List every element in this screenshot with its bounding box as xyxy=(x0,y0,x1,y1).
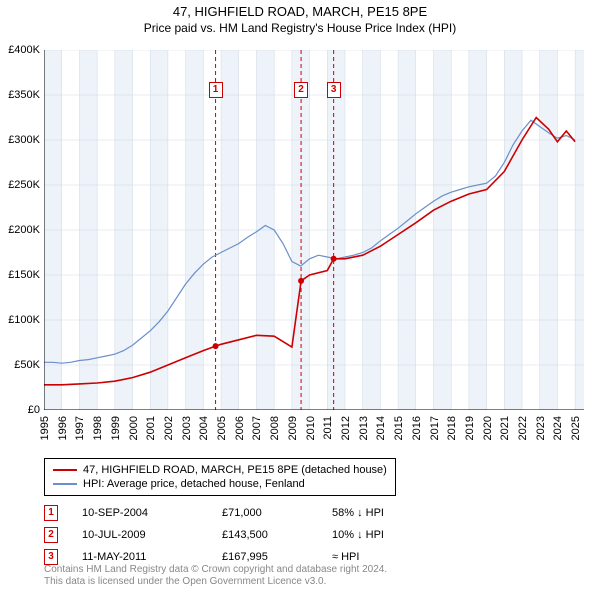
footer: Contains HM Land Registry data © Crown c… xyxy=(44,564,387,588)
x-tick-label: 2002 xyxy=(163,416,175,440)
x-tick-label: 2017 xyxy=(429,416,441,440)
y-tick-label: £50K xyxy=(0,359,40,371)
x-tick-label: 2012 xyxy=(340,416,352,440)
chart-subtitle: Price paid vs. HM Land Registry's House … xyxy=(0,19,600,35)
event-row-marker: 2 xyxy=(44,527,58,543)
x-tick-label: 2025 xyxy=(570,416,582,440)
y-tick-label: £350K xyxy=(0,89,40,101)
y-tick-label: £300K xyxy=(0,134,40,146)
x-tick-label: 1995 xyxy=(39,416,51,440)
legend-label: 47, HIGHFIELD ROAD, MARCH, PE15 8PE (det… xyxy=(83,464,387,476)
legend-label: HPI: Average price, detached house, Fenl… xyxy=(83,478,305,490)
event-price: £71,000 xyxy=(222,507,332,519)
x-tick-label: 2004 xyxy=(198,416,210,440)
chart-plot-area xyxy=(44,50,584,410)
event-row-marker: 3 xyxy=(44,549,58,565)
x-tick-label: 2015 xyxy=(393,416,405,440)
event-marker-1: 1 xyxy=(209,82,223,98)
y-tick-label: £0 xyxy=(0,404,40,416)
event-price: £167,995 xyxy=(222,551,332,563)
y-tick-label: £400K xyxy=(0,44,40,56)
x-tick-label: 2008 xyxy=(269,416,281,440)
event-row-marker: 1 xyxy=(44,505,58,521)
x-tick-label: 2019 xyxy=(464,416,476,440)
y-tick-label: £100K xyxy=(0,314,40,326)
x-tick-label: 2000 xyxy=(128,416,140,440)
x-tick-label: 2016 xyxy=(411,416,423,440)
y-tick-label: £250K xyxy=(0,179,40,191)
event-delta: 58% ↓ HPI xyxy=(332,507,442,519)
legend-swatch xyxy=(53,469,77,471)
event-delta: ≈ HPI xyxy=(332,551,442,563)
event-row: 2 10-JUL-2009£143,50010% ↓ HPI xyxy=(44,524,442,546)
x-tick-label: 1997 xyxy=(74,416,86,440)
chart-title: 47, HIGHFIELD ROAD, MARCH, PE15 8PE xyxy=(0,0,600,19)
event-marker-2: 2 xyxy=(294,82,308,98)
x-tick-label: 2013 xyxy=(358,416,370,440)
x-tick-label: 2011 xyxy=(322,416,334,440)
legend: 47, HIGHFIELD ROAD, MARCH, PE15 8PE (det… xyxy=(44,458,396,496)
footer-line2: This data is licensed under the Open Gov… xyxy=(44,576,387,588)
x-tick-label: 2022 xyxy=(517,416,529,440)
legend-item: HPI: Average price, detached house, Fenl… xyxy=(53,477,387,491)
x-tick-label: 2007 xyxy=(251,416,263,440)
x-tick-label: 2001 xyxy=(145,416,157,440)
events-table: 1 10-SEP-2004£71,00058% ↓ HPI 2 10-JUL-2009… xyxy=(44,502,442,568)
x-tick-label: 2009 xyxy=(287,416,299,440)
event-row: 1 10-SEP-2004£71,00058% ↓ HPI xyxy=(44,502,442,524)
x-tick-label: 2014 xyxy=(375,416,387,440)
x-tick-label: 2023 xyxy=(535,416,547,440)
x-tick-label: 2021 xyxy=(499,416,511,440)
x-tick-label: 2020 xyxy=(482,416,494,440)
y-tick-label: £200K xyxy=(0,224,40,236)
x-tick-label: 1996 xyxy=(57,416,69,440)
y-tick-label: £150K xyxy=(0,269,40,281)
event-date: 10-SEP-2004 xyxy=(82,507,222,519)
x-tick-label: 2018 xyxy=(446,416,458,440)
event-marker-3: 3 xyxy=(327,82,341,98)
event-price: £143,500 xyxy=(222,529,332,541)
chart-svg xyxy=(44,50,584,410)
x-tick-label: 1998 xyxy=(92,416,104,440)
legend-swatch xyxy=(53,483,77,485)
chart-container: 47, HIGHFIELD ROAD, MARCH, PE15 8PE Pric… xyxy=(0,0,600,590)
legend-item: 47, HIGHFIELD ROAD, MARCH, PE15 8PE (det… xyxy=(53,463,387,477)
x-tick-label: 2005 xyxy=(216,416,228,440)
event-delta: 10% ↓ HPI xyxy=(332,529,442,541)
event-date: 10-JUL-2009 xyxy=(82,529,222,541)
x-tick-label: 2006 xyxy=(234,416,246,440)
x-tick-label: 1999 xyxy=(110,416,122,440)
x-tick-label: 2024 xyxy=(552,416,564,440)
x-tick-label: 2003 xyxy=(181,416,193,440)
event-date: 11-MAY-2011 xyxy=(82,551,222,563)
x-tick-label: 2010 xyxy=(305,416,317,440)
footer-line1: Contains HM Land Registry data © Crown c… xyxy=(44,564,387,576)
